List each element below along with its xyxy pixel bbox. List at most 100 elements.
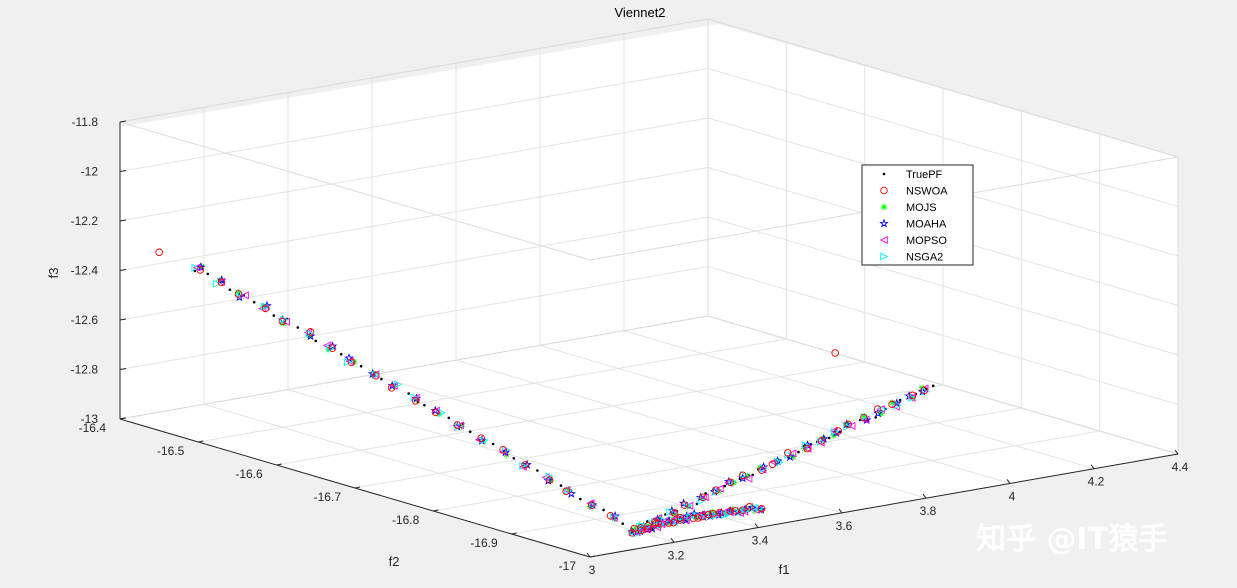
point-moaha bbox=[196, 262, 206, 272]
point-truepf bbox=[621, 522, 624, 525]
point-moaha bbox=[234, 292, 245, 302]
point-nswoa bbox=[860, 414, 868, 422]
point-truepf bbox=[314, 339, 318, 343]
point-truepf bbox=[874, 416, 877, 419]
z-axis-label: f3 bbox=[46, 268, 61, 279]
point-truepf bbox=[723, 484, 726, 488]
point-nswoa bbox=[261, 304, 270, 313]
point-nsga2 bbox=[343, 358, 353, 367]
point-nswoa bbox=[758, 466, 766, 474]
point-nswoa bbox=[651, 520, 659, 528]
point-truepf bbox=[602, 508, 605, 512]
legend-label-mojs: MOJS bbox=[906, 202, 937, 214]
point-mopso bbox=[715, 484, 724, 493]
point-nswoa bbox=[306, 328, 315, 336]
point-truepf bbox=[898, 398, 902, 402]
legend-marker-nswoa bbox=[880, 186, 888, 195]
z-tick-mark bbox=[119, 269, 127, 271]
point-nswoa bbox=[712, 486, 720, 494]
point-mopso bbox=[389, 381, 398, 390]
point-mopso bbox=[643, 524, 652, 533]
point-nswoa bbox=[888, 400, 896, 409]
legend-label-mopso: MOPSO bbox=[906, 235, 947, 247]
legend-marker-moaha bbox=[879, 218, 889, 228]
x-tick-mark bbox=[1174, 449, 1179, 455]
point-truepf bbox=[559, 484, 563, 487]
x-tick-mark bbox=[1090, 464, 1095, 470]
point-truepf bbox=[827, 436, 831, 440]
point-truepf bbox=[695, 502, 699, 506]
point-mopso bbox=[216, 278, 225, 287]
legend[interactable]: TruePF NSWOA MOJS MOAHA MOPSO NSGA2 bbox=[861, 164, 974, 266]
y-tick-mark bbox=[276, 463, 282, 466]
point-nswoa bbox=[726, 507, 735, 515]
point-nswoa bbox=[664, 519, 673, 527]
point-nswoa bbox=[606, 512, 615, 520]
point-nswoa bbox=[676, 516, 685, 524]
x-tick-mark bbox=[922, 493, 927, 499]
x-tick-label: 4.4 bbox=[1172, 460, 1189, 474]
outlier-nswoa bbox=[155, 248, 163, 257]
grid-line bbox=[511, 430, 1100, 535]
point-truepf bbox=[646, 520, 649, 523]
legend-marker-truepf bbox=[882, 172, 886, 176]
point-nsga2 bbox=[213, 279, 222, 288]
grid-line bbox=[119, 117, 709, 222]
point-truepf bbox=[447, 416, 451, 420]
x-tick-label: 3.4 bbox=[752, 534, 769, 548]
legend-box bbox=[861, 164, 974, 266]
point-nsga2 bbox=[801, 441, 810, 450]
grid-line bbox=[198, 338, 787, 443]
point-moaha bbox=[522, 459, 532, 469]
y-tick-label: -16.5 bbox=[157, 444, 185, 458]
legend-marker-nsga2 bbox=[880, 252, 889, 261]
y-tick-label: -17 bbox=[559, 559, 577, 573]
point-truepf bbox=[579, 497, 582, 501]
z-tick-mark bbox=[119, 417, 127, 420]
y-tick-label: -16.4 bbox=[79, 421, 107, 435]
box-edge bbox=[119, 121, 591, 261]
point-nsga2 bbox=[699, 513, 708, 522]
point-nswoa bbox=[654, 519, 663, 527]
z-tick-label: -12 bbox=[81, 165, 99, 179]
grid-line bbox=[707, 68, 1179, 207]
point-truepf bbox=[423, 403, 426, 407]
point-truepf bbox=[468, 430, 472, 434]
legend-marker-mojs bbox=[880, 203, 888, 211]
point-nswoa bbox=[411, 397, 420, 405]
axis-ticks: 3 3.2 3.4 3.6 3.8 4 4.2 4.4 -16.4 -16.5 -16.6 -16.7… bbox=[71, 115, 1189, 577]
point-mopso bbox=[769, 458, 778, 467]
box-edge bbox=[119, 18, 709, 123]
point-mopso bbox=[758, 465, 767, 474]
box-edge bbox=[707, 315, 1179, 455]
point-nswoa bbox=[908, 391, 917, 400]
point-nswoa bbox=[784, 449, 792, 457]
point-nsga2 bbox=[724, 509, 733, 518]
point-nswoa bbox=[726, 478, 735, 487]
y-tick-mark bbox=[433, 509, 439, 512]
point-nswoa bbox=[731, 506, 739, 515]
legend-label-truepf: TruePF bbox=[906, 169, 943, 181]
box-edge bbox=[707, 18, 1179, 158]
data-points bbox=[155, 248, 935, 538]
z-tick-label: -12.6 bbox=[71, 313, 99, 327]
point-nswoa bbox=[745, 503, 754, 511]
point-nsga2 bbox=[665, 507, 674, 516]
y-tick-mark bbox=[511, 532, 517, 535]
point-mopso bbox=[744, 474, 753, 483]
x-tick-label: 3.2 bbox=[668, 548, 685, 562]
x-tick-label: 4 bbox=[1009, 489, 1016, 503]
pane-back-f2 bbox=[120, 24, 718, 419]
point-nswoa bbox=[834, 427, 843, 435]
point-truepf bbox=[797, 450, 800, 454]
point-nswoa bbox=[217, 278, 226, 287]
point-nsga2 bbox=[751, 503, 760, 512]
y-tick-label: -16.6 bbox=[235, 467, 263, 481]
point-nswoa bbox=[817, 437, 826, 445]
point-nsga2 bbox=[410, 393, 419, 402]
legend-markers bbox=[879, 172, 889, 261]
point-nswoa bbox=[680, 501, 689, 509]
x-axis-label: f1 bbox=[779, 562, 790, 577]
point-nswoa bbox=[499, 445, 507, 454]
